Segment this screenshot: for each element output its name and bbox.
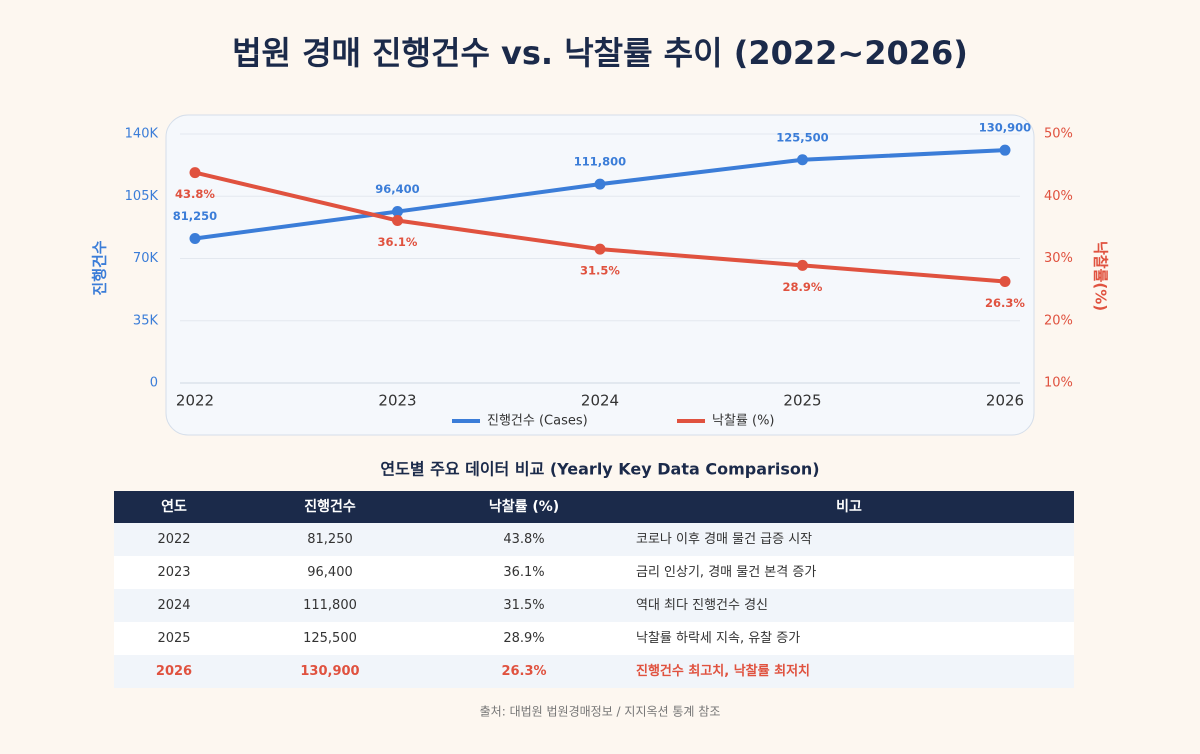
data-point [999,144,1011,156]
data-label: 31.5% [580,264,620,278]
data-point [189,232,201,244]
x-tick-label: 2022 [176,392,214,410]
table-cell: 2025 [157,631,190,646]
data-label: 96,400 [375,182,419,196]
table-cell: 코로나 이후 경매 물건 급증 시작 [636,532,812,547]
x-tick-label: 2023 [378,392,416,410]
table-cell: 26.3% [501,664,546,679]
data-label: 28.9% [783,280,823,294]
y2-tick-label: 20% [1044,313,1073,328]
table-cell: 43.8% [503,532,544,547]
table-header-bg [114,491,1074,523]
y2-tick-label: 40% [1044,189,1073,204]
table-header-cell: 낙찰률 (%) [489,498,559,515]
data-label: 125,500 [776,130,828,144]
table-row-bg [114,655,1074,688]
table-cell: 2022 [157,532,190,547]
y2-tick-label: 10% [1044,376,1073,391]
y2-tick-label: 50% [1044,127,1073,142]
table-title: 연도별 주요 데이터 비교 (Yearly Key Data Compariso… [380,460,819,479]
page-title: 법원 경매 진행건수 vs. 낙찰률 추이 (2022~2026) [232,34,968,72]
table-cell: 금리 인상기, 경매 물건 본격 증가 [636,565,816,580]
data-label: 36.1% [378,235,418,249]
table-cell: 진행건수 최고치, 낙찰률 최저치 [636,663,810,679]
data-point [797,154,808,166]
x-tick-label: 2025 [783,392,821,410]
table-cell: 81,250 [307,532,353,547]
table-cell: 28.9% [503,631,544,646]
table-header-cell: 비고 [836,499,862,515]
table-row-bg [114,622,1074,655]
y-axis-title: 진행건수 [91,240,109,295]
data-point [594,243,606,255]
table-cell: 2024 [157,598,190,613]
table-cell: 2026 [156,664,192,679]
data-point [999,276,1011,288]
data-label: 111,800 [574,155,626,169]
data-point [797,259,808,271]
table-cell: 96,400 [307,565,353,580]
y2-axis-title: 낙찰률(%) [1092,241,1110,311]
data-label: 81,250 [173,209,217,223]
legend-label: 진행건수 (Cases) [487,413,588,429]
x-tick-label: 2024 [581,392,619,410]
y-tick-label: 0 [150,376,158,391]
data-point [594,178,606,190]
table-row-bg [114,523,1074,556]
data-label: 130,900 [979,121,1031,135]
table-cell: 125,500 [303,631,357,646]
table-cell: 2023 [157,565,190,580]
y-tick-label: 70K [133,251,159,266]
data-point [189,167,201,179]
table-header-cell: 진행건수 [304,498,356,515]
table-row-bg [114,556,1074,589]
table-cell: 31.5% [503,598,544,613]
table-cell: 36.1% [503,565,544,580]
table-cell: 낙찰률 하락세 지속, 유찰 증가 [636,631,800,646]
table-cell: 111,800 [303,598,357,613]
table-row-bg [114,589,1074,622]
table-cell: 130,900 [300,664,359,679]
data-label: 43.8% [175,187,215,201]
x-tick-label: 2026 [986,392,1024,410]
y-tick-label: 35K [133,313,159,328]
y2-tick-label: 30% [1044,251,1073,266]
y-tick-label: 105K [125,189,159,204]
chart-panel [165,114,1035,436]
table-cell: 역대 최다 진행건수 경신 [636,597,768,613]
data-point [392,206,403,218]
data-point [392,215,403,227]
source-note: 출처: 대법원 법원경매정보 / 지지옥션 통계 참조 [480,705,721,719]
data-table: 연도 진행건수 낙찰률 (%) 비고 2022 81,250 43.8% 코로나 이후 경매 … [114,491,1074,688]
chart: 0 35K 70K 105K 140K 10% 20% 30% 40% 50% 2022 2023 20… [125,121,1073,429]
y-tick-label: 140K [125,127,159,142]
legend-label: 낙찰률 (%) [712,414,775,429]
table-header-cell: 연도 [161,499,187,515]
data-label: 26.3% [985,296,1025,310]
